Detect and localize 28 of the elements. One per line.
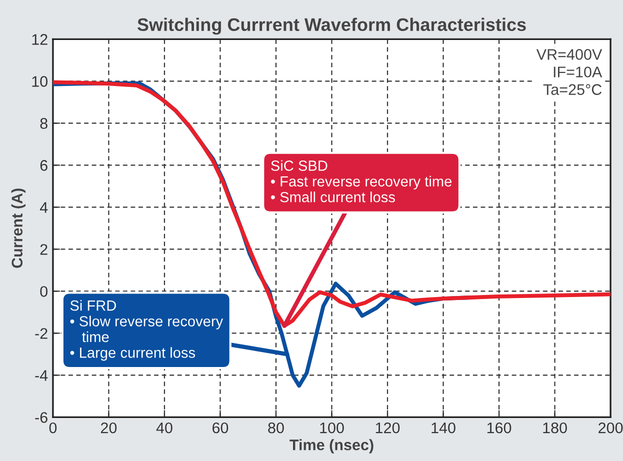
x-tick-label: 0 <box>49 422 57 434</box>
x-tick-label: 180 <box>543 422 567 434</box>
x-tick-label: 60 <box>212 422 228 434</box>
y-tick-label: 8 <box>40 118 48 129</box>
y-tick-label: 10 <box>32 76 48 87</box>
y-tick-label: 0 <box>40 286 48 297</box>
annotation: VR=400V IF=10A Ta=25°C <box>536 49 602 95</box>
y-tick-label: -2 <box>35 328 48 339</box>
x-tick-label: 140 <box>432 422 456 434</box>
y-tick-label: 2 <box>40 244 48 255</box>
x-tick-label: 160 <box>487 422 512 434</box>
line-series <box>52 80 611 328</box>
x-tick-label: 120 <box>376 422 400 434</box>
annotation: Si FRD • Slow reverse recovery time • Large current loss <box>70 300 224 361</box>
y-tick-label: -6 <box>35 412 48 423</box>
x-tick-label: 200 <box>598 422 623 434</box>
x-tick-label: 20 <box>100 422 117 434</box>
chart-title: Switching Currrent Waveform Characteristics <box>137 18 526 35</box>
x-axis-title: Time (nsec) <box>290 439 374 454</box>
x-tick-label: 80 <box>268 422 284 434</box>
x-tick-label: 100 <box>320 422 344 434</box>
x-tick-label: 40 <box>156 422 172 434</box>
y-tick-label: 4 <box>40 202 48 213</box>
y-tick-label: 12 <box>32 34 48 45</box>
y-axis-title: Current (A) <box>11 188 26 268</box>
y-tick-label: 6 <box>40 160 48 171</box>
y-tick-label: -4 <box>35 370 48 381</box>
annotation: SiC SBD • Fast reverse recovery time • Small current loss <box>270 160 452 202</box>
